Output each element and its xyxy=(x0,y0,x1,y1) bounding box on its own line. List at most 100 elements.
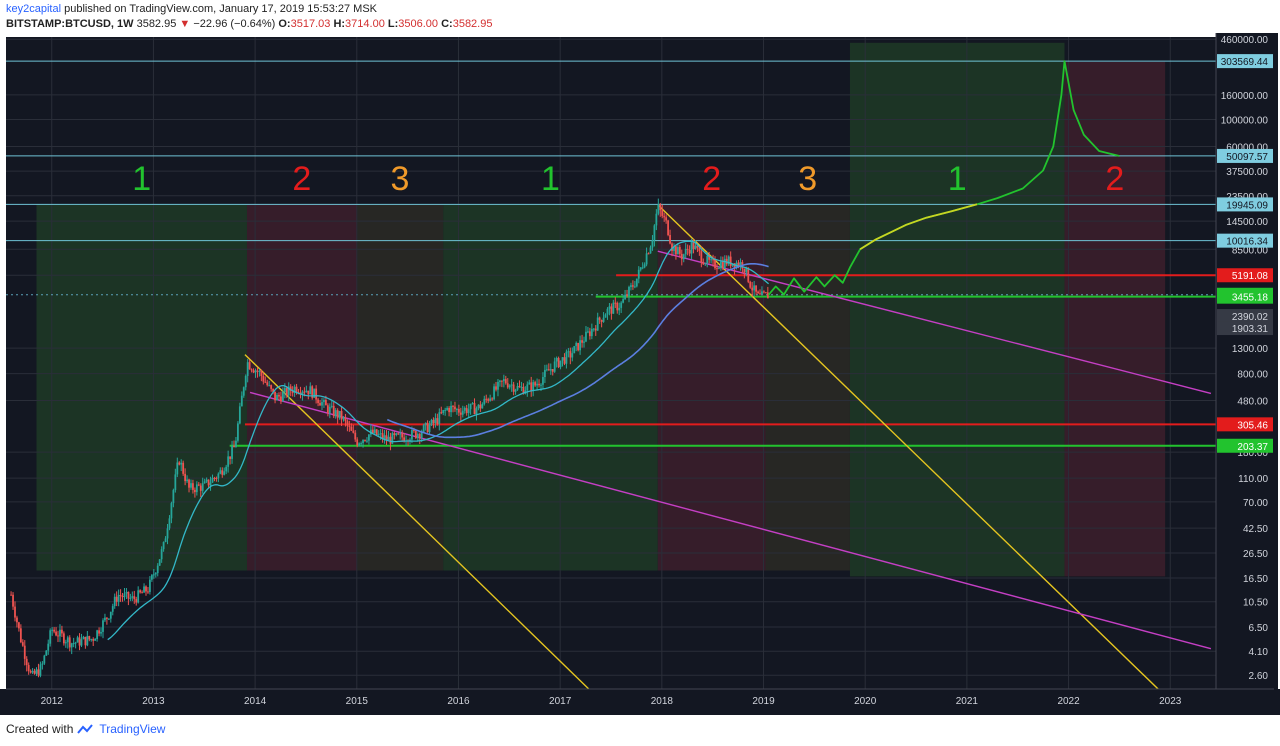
candle-body xyxy=(37,669,40,676)
price-tick-label: 14500.00 xyxy=(1226,217,1268,228)
candle-body xyxy=(328,406,331,414)
time-tick-label: 2021 xyxy=(956,696,979,707)
candle-body xyxy=(708,255,711,260)
price-chart[interactable]: 1 2 3 1 2 3 1 2 460000.00 160000.00 100000.00 6000… xyxy=(0,33,1280,715)
candle-body xyxy=(342,417,345,420)
high-label: H: xyxy=(333,18,346,30)
candle-body xyxy=(620,302,623,308)
price-tick-label: 60000.00 xyxy=(1226,142,1268,153)
candle-body xyxy=(233,446,235,448)
candle-body xyxy=(704,263,707,265)
trendlines[interactable] xyxy=(244,204,1212,702)
time-axis[interactable] xyxy=(0,689,1280,715)
moving-averages xyxy=(107,240,770,641)
candle-body xyxy=(332,405,335,417)
down-arrow-icon: ▼ xyxy=(179,18,191,30)
candle-body xyxy=(692,242,695,250)
candle-body xyxy=(12,594,14,607)
candle-body xyxy=(587,331,589,333)
candle-body xyxy=(117,594,120,602)
candle-body xyxy=(238,406,241,424)
candle-body xyxy=(669,235,671,244)
candle-body xyxy=(229,456,231,459)
ma-long-line xyxy=(386,263,769,439)
candle-body xyxy=(338,410,341,418)
candle-body xyxy=(678,247,681,254)
candle-body xyxy=(757,291,759,294)
candle-body xyxy=(176,462,179,475)
candle-body xyxy=(377,434,380,436)
time-tick-label: 2020 xyxy=(854,696,877,707)
candle-body xyxy=(733,263,736,269)
candle-body xyxy=(761,291,763,295)
tradingview-link[interactable]: TradingView xyxy=(99,722,166,736)
candle-body xyxy=(76,637,79,643)
candle-body xyxy=(518,385,521,388)
candle-body xyxy=(444,409,447,411)
created-with-text: Created with xyxy=(6,722,74,736)
candle-body xyxy=(178,462,181,465)
candle-body xyxy=(475,408,478,415)
candle-body xyxy=(88,636,91,640)
author-link[interactable]: key2capital xyxy=(6,3,62,15)
candle-body xyxy=(721,261,724,269)
candle-body xyxy=(673,246,675,252)
candle-body xyxy=(686,248,689,251)
price-label-box xyxy=(1217,438,1273,453)
time-tick-label: 2023 xyxy=(1159,696,1182,707)
projection-line-yellow xyxy=(859,203,978,251)
candle-body xyxy=(66,637,69,643)
candle-body xyxy=(590,328,593,337)
candle-body xyxy=(18,622,20,629)
candle-body xyxy=(344,417,347,422)
candle-body xyxy=(452,405,454,407)
candle-body xyxy=(193,489,196,493)
candle-body xyxy=(301,391,304,395)
candle-body xyxy=(223,471,226,475)
price-label-text: 203.37 xyxy=(1237,442,1268,453)
candle-body xyxy=(469,403,472,410)
horizontal-levels[interactable] xyxy=(6,60,1216,447)
candle-body xyxy=(596,317,599,331)
candle-body xyxy=(366,440,368,442)
candle-body xyxy=(303,391,306,393)
time-tick-label: 2018 xyxy=(651,696,674,707)
candle-body xyxy=(57,635,59,637)
candle-body xyxy=(399,433,402,435)
price-tick-label: 2.60 xyxy=(1249,671,1269,682)
ohlc-line: BITSTAMP:BTCUSD, 1W 3582.95 ▼ −22.96 (−0… xyxy=(6,17,1276,32)
candle-body xyxy=(305,390,308,393)
candle-body xyxy=(401,433,404,438)
time-tick-label: 2013 xyxy=(142,696,165,707)
candle-body xyxy=(416,434,419,438)
candle-body xyxy=(737,262,740,267)
candle-body xyxy=(622,299,625,303)
candle-body xyxy=(561,357,564,361)
candle-body xyxy=(352,430,355,433)
cycle-zone xyxy=(36,204,247,571)
candle-body xyxy=(500,380,503,382)
price-axis[interactable] xyxy=(1216,33,1278,689)
cycle-zone-label: 1 xyxy=(132,160,151,198)
candle-body xyxy=(571,353,574,358)
candle-body xyxy=(113,596,116,607)
candle-body xyxy=(162,542,165,550)
candle-body xyxy=(418,434,421,438)
candle-body xyxy=(628,286,630,296)
time-tick-label: 2017 xyxy=(549,696,572,707)
candle-body xyxy=(129,597,132,599)
candle-body xyxy=(536,383,538,386)
candle-body xyxy=(420,432,423,438)
candle-body xyxy=(456,408,458,410)
candle-body xyxy=(477,404,480,409)
candle-body xyxy=(675,246,677,255)
price-tick-label: 800.00 xyxy=(1237,370,1268,381)
publish-line: key2capital published on TradingView.com… xyxy=(6,2,1276,17)
candle-body xyxy=(671,243,673,252)
candle-body xyxy=(317,399,319,404)
candle-body xyxy=(358,443,361,446)
candle-body xyxy=(127,591,130,599)
cycle-zone-label: 2 xyxy=(292,160,311,198)
candle-body xyxy=(362,439,364,444)
candle-body xyxy=(532,382,535,392)
